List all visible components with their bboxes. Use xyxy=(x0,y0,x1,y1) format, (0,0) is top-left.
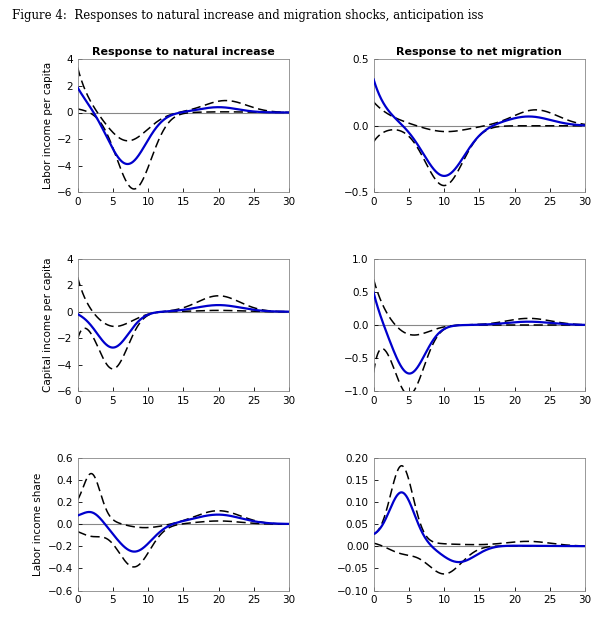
Y-axis label: Capital income per capita: Capital income per capita xyxy=(43,258,53,392)
Y-axis label: Labor income per capita: Labor income per capita xyxy=(43,62,53,189)
Text: Figure 4:  Responses to natural increase and migration shocks, anticipation iss: Figure 4: Responses to natural increase … xyxy=(12,9,484,22)
Y-axis label: Labor income share: Labor income share xyxy=(33,472,44,576)
Title: Response to natural increase: Response to natural increase xyxy=(92,48,275,58)
Title: Response to net migration: Response to net migration xyxy=(396,48,562,58)
